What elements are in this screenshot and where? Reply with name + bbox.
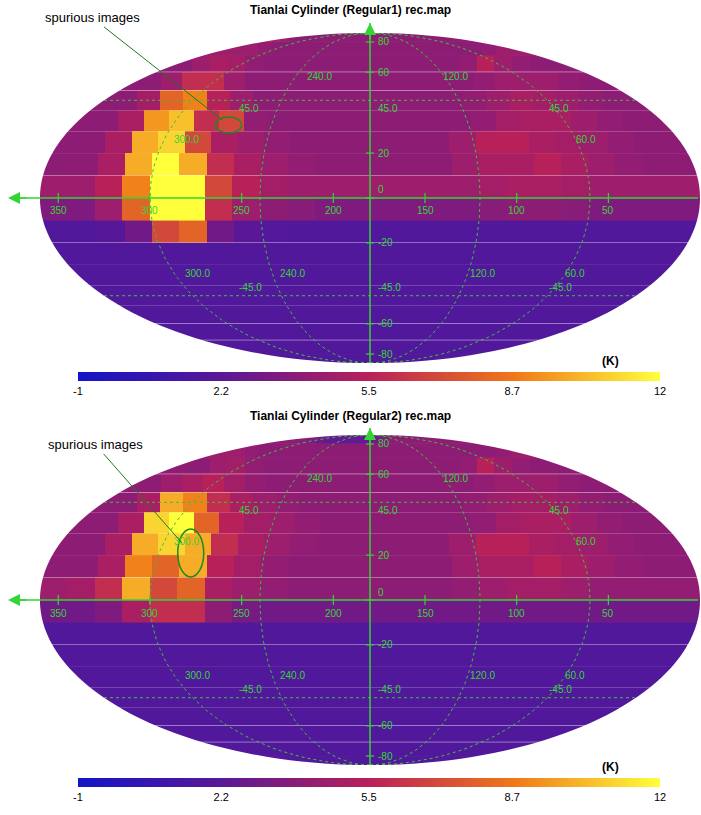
svg-text:240.0: 240.0 (280, 268, 305, 279)
svg-text:60.0: 60.0 (576, 536, 596, 547)
svg-text:5.5: 5.5 (361, 385, 376, 397)
svg-text:100: 100 (508, 608, 525, 619)
svg-text:120.0: 120.0 (443, 473, 468, 484)
svg-text:200: 200 (325, 205, 342, 216)
svg-text:12: 12 (654, 385, 666, 397)
svg-text:300: 300 (141, 205, 158, 216)
svg-text:-1: -1 (73, 385, 83, 397)
svg-text:-80: -80 (378, 349, 393, 360)
svg-text:120.0: 120.0 (443, 71, 468, 82)
svg-text:-45.0: -45.0 (549, 684, 572, 695)
svg-text:0: 0 (378, 587, 384, 598)
svg-text:150: 150 (417, 205, 434, 216)
svg-text:45.0: 45.0 (239, 505, 259, 516)
svg-text:-80: -80 (378, 751, 393, 762)
svg-text:250: 250 (233, 608, 250, 619)
svg-text:300.0: 300.0 (185, 268, 210, 279)
svg-text:spurious images: spurious images (48, 437, 143, 452)
svg-text:60: 60 (378, 469, 390, 480)
svg-text:-20: -20 (378, 237, 393, 248)
svg-text:60.0: 60.0 (565, 670, 585, 681)
svg-text:-60: -60 (378, 318, 393, 329)
svg-text:45.0: 45.0 (378, 103, 398, 114)
svg-text:45.0: 45.0 (378, 505, 398, 516)
svg-text:150: 150 (417, 608, 434, 619)
svg-text:60: 60 (378, 67, 390, 78)
svg-text:8.7: 8.7 (505, 385, 520, 397)
svg-text:100: 100 (508, 205, 525, 216)
svg-text:350: 350 (50, 205, 67, 216)
svg-text:60.0: 60.0 (565, 268, 585, 279)
svg-text:50: 50 (602, 205, 614, 216)
svg-text:Tianlai Cylinder (Regular1) re: Tianlai Cylinder (Regular1) rec.map (250, 3, 451, 17)
svg-text:50: 50 (602, 608, 614, 619)
svg-text:-60: -60 (378, 720, 393, 731)
svg-text:350: 350 (50, 608, 67, 619)
svg-text:2.2: 2.2 (214, 385, 229, 397)
svg-text:-45.0: -45.0 (378, 684, 401, 695)
svg-text:0: 0 (378, 184, 384, 195)
svg-text:-45.0: -45.0 (239, 684, 262, 695)
svg-text:300.0: 300.0 (185, 670, 210, 681)
svg-text:300: 300 (141, 608, 158, 619)
svg-text:5.5: 5.5 (361, 791, 376, 803)
svg-text:80: 80 (378, 36, 390, 47)
svg-text:-20: -20 (378, 639, 393, 650)
svg-text:8.7: 8.7 (505, 791, 520, 803)
svg-text:80: 80 (378, 438, 390, 449)
svg-text:120.0: 120.0 (470, 268, 495, 279)
svg-text:Tianlai Cylinder (Regular2) re: Tianlai Cylinder (Regular2) rec.map (250, 409, 451, 423)
svg-text:240.0: 240.0 (280, 670, 305, 681)
svg-text:60.0: 60.0 (576, 134, 596, 145)
svg-text:200: 200 (325, 608, 342, 619)
svg-text:45.0: 45.0 (549, 103, 569, 114)
svg-text:-1: -1 (73, 791, 83, 803)
svg-text:(K): (K) (602, 354, 619, 368)
svg-text:12: 12 (654, 791, 666, 803)
svg-text:20: 20 (378, 550, 390, 561)
svg-text:(K): (K) (602, 760, 619, 774)
svg-text:45.0: 45.0 (549, 505, 569, 516)
svg-text:-45.0: -45.0 (549, 282, 572, 293)
svg-text:250: 250 (233, 205, 250, 216)
svg-text:300.0: 300.0 (174, 536, 199, 547)
svg-text:45.0: 45.0 (239, 103, 259, 114)
svg-text:-45.0: -45.0 (239, 282, 262, 293)
svg-text:spurious images: spurious images (45, 10, 140, 25)
svg-text:2.2: 2.2 (214, 791, 229, 803)
svg-text:300.0: 300.0 (174, 134, 199, 145)
svg-text:240.0: 240.0 (307, 473, 332, 484)
svg-text:120.0: 120.0 (470, 670, 495, 681)
svg-text:-45.0: -45.0 (378, 282, 401, 293)
svg-text:240.0: 240.0 (307, 71, 332, 82)
svg-text:20: 20 (378, 148, 390, 159)
